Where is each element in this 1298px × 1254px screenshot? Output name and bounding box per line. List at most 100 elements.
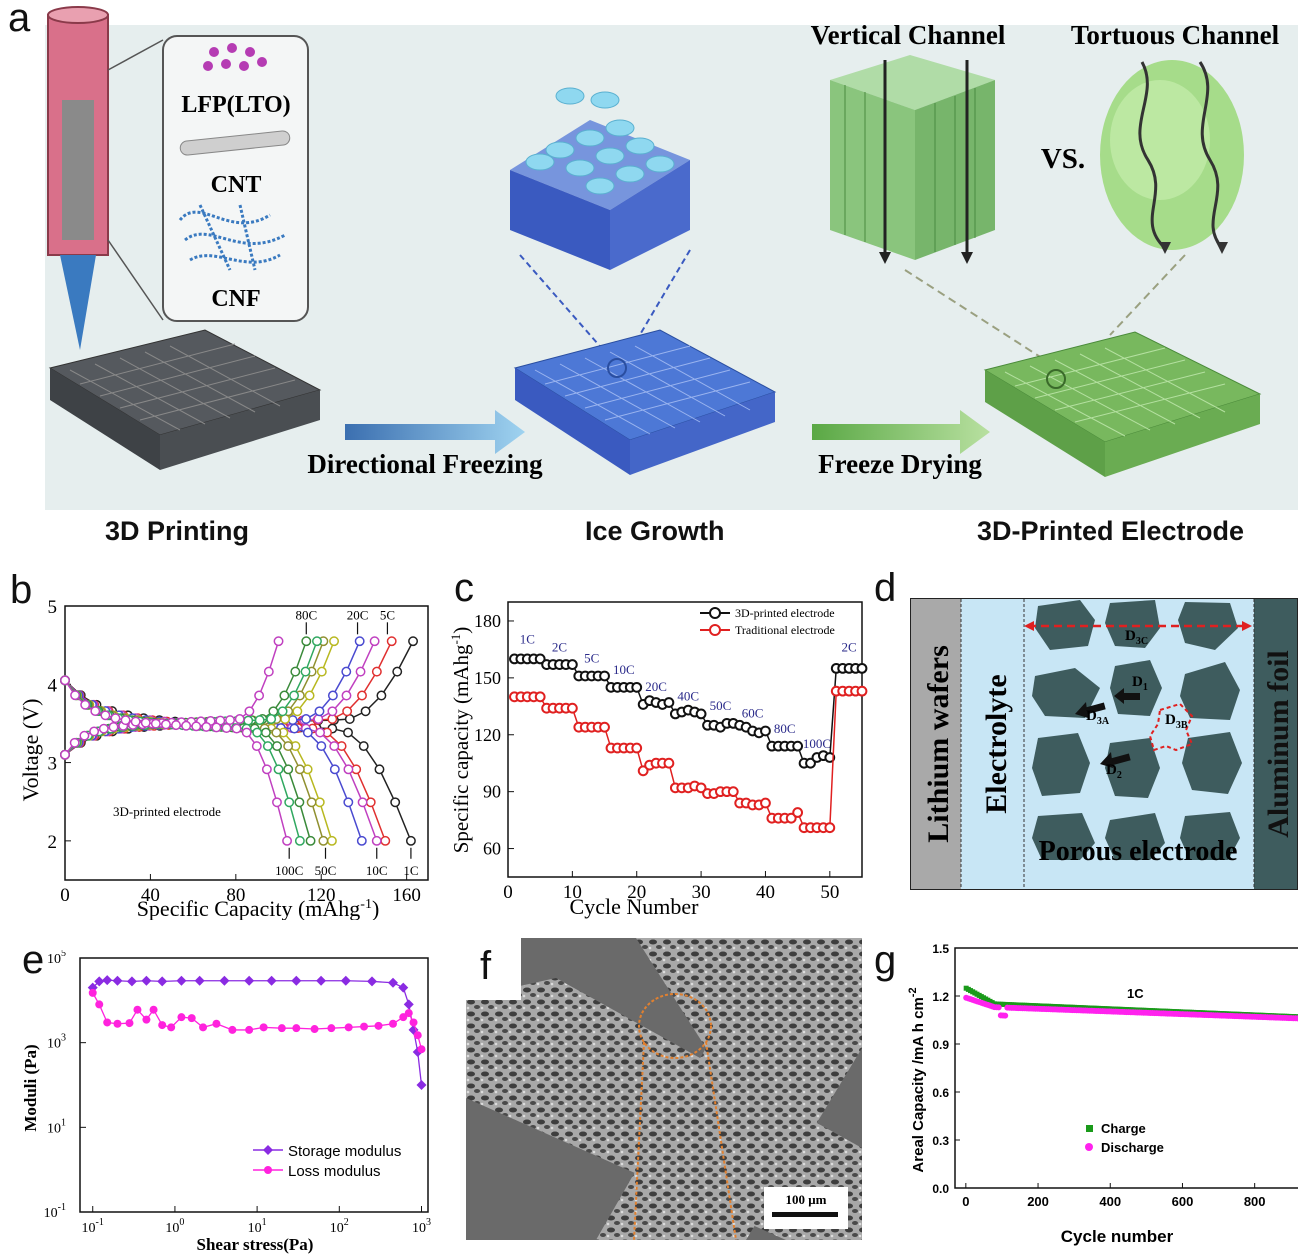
chart-b-series <box>60 636 419 846</box>
series-line <box>92 992 423 1050</box>
data-point <box>329 741 340 752</box>
data-point <box>266 975 277 986</box>
d3b-outline <box>1148 702 1194 752</box>
chart-b-ytick-label: 4 <box>48 675 58 696</box>
data-point <box>177 1013 186 1022</box>
d3a-label: D3A <box>1086 708 1110 727</box>
data-point <box>102 975 113 986</box>
data-point <box>408 636 419 647</box>
chart-c-legend: 3D-printed electrode Traditional electro… <box>700 606 835 637</box>
chart-b-xtick-label: 40 <box>141 885 160 906</box>
material-label-cnf: CNF <box>211 286 260 312</box>
data-point <box>341 690 352 701</box>
chart-g-ytick-label: 1.2 <box>932 990 949 1004</box>
data-point <box>534 691 546 703</box>
data-point <box>300 666 311 677</box>
chart-c-ytick-label: 60 <box>483 839 501 859</box>
data-point <box>103 1018 112 1027</box>
materials-box <box>107 35 309 322</box>
chart-c-xlabel: Cycle Number <box>570 894 700 919</box>
data-point <box>599 670 610 682</box>
data-point <box>416 1080 427 1090</box>
data-point <box>566 702 578 714</box>
chart-g-xlabel: Cycle number <box>1061 1227 1174 1246</box>
chart-g-ylabel: Areal Capacity /mA h cm-2 <box>907 987 927 1172</box>
data-point <box>126 976 137 987</box>
aluminum-foil-region <box>1254 599 1297 889</box>
data-point <box>244 975 255 986</box>
data-point <box>221 723 232 733</box>
legend-marker-3d <box>709 607 721 619</box>
versus-label: VS. <box>1041 143 1085 175</box>
chart-e-moduli: 10-1 100 101 102 103 10-1 101 103 105 Shear stre… <box>21 950 431 1254</box>
data-point <box>380 835 391 846</box>
d3b-label: D3B <box>1165 712 1188 731</box>
data-point <box>340 975 351 986</box>
chart-g-xtick-label: 800 <box>1244 1194 1266 1209</box>
series-line-80C <box>64 640 318 756</box>
zoom-line-right <box>1109 254 1186 336</box>
chart-c-xtick-label: 30 <box>692 882 711 903</box>
data-point <box>95 1000 104 1009</box>
data-point <box>125 1019 134 1028</box>
data-point <box>305 835 316 846</box>
arrow-freeze-drying <box>812 410 990 454</box>
data-point <box>291 975 302 986</box>
data-point <box>374 1021 383 1030</box>
ice-columns <box>510 87 691 361</box>
data-point <box>390 797 401 808</box>
data-point <box>292 1024 301 1033</box>
data-point <box>367 976 378 987</box>
data-point <box>262 741 273 752</box>
data-point <box>80 699 91 710</box>
data-point <box>413 1031 422 1040</box>
chart-e-xlabel: Shear stress(Pa) <box>197 1235 314 1254</box>
stage-label-printing: 3D Printing <box>105 516 250 546</box>
chart-g-ytick-label: 0.0 <box>932 1182 949 1196</box>
data-point <box>294 797 305 808</box>
chart-b-axes: 0 40 80 120 160 2 3 4 5 80C 20C 5C 100C 50C 10C 1C <box>48 597 429 906</box>
step-label-drying: Freeze Drying <box>818 449 982 479</box>
data-point <box>112 975 123 986</box>
data-point <box>94 976 105 987</box>
data-point <box>241 727 252 738</box>
panel-d-schematic: D3C D1 D3A D3B D2 Lithium wafers Electro… <box>910 598 1298 890</box>
data-point <box>88 988 97 997</box>
rate-label: 100C <box>803 736 831 751</box>
region-label-lithium: Lithium wafers <box>922 645 955 843</box>
data-point <box>259 1023 268 1032</box>
data-point <box>194 975 205 986</box>
chart-b-ytick-label: 2 <box>48 832 58 853</box>
step-label-freezing: Directional Freezing <box>307 449 543 479</box>
data-point <box>301 636 312 647</box>
data-point <box>312 636 322 647</box>
chart-c-xtick-label: 40 <box>756 882 775 903</box>
data-point <box>360 1022 369 1031</box>
data-point <box>329 636 339 647</box>
rate-label: 20C <box>645 679 667 694</box>
data-point <box>637 765 649 777</box>
data-point <box>243 715 254 726</box>
data-point <box>360 706 371 717</box>
chart-e-ytick-label: 10-1 <box>44 1202 66 1221</box>
arrow-directional-freezing <box>345 410 525 454</box>
data-point <box>355 666 366 677</box>
chart-b-annotation: 3D-printed electrode <box>113 804 221 819</box>
legend-label-loss: Loss modulus <box>288 1163 381 1180</box>
data-point <box>326 835 337 846</box>
rate-label: 50C <box>710 698 732 713</box>
data-point <box>387 977 398 988</box>
chart-e-xtick-label: 102 <box>330 1217 349 1236</box>
chart-c-series <box>509 653 868 834</box>
rate-label: 2C <box>552 639 567 654</box>
data-point <box>133 1005 142 1014</box>
rate-label: 1C <box>520 632 535 647</box>
data-point <box>760 797 771 809</box>
ice-lattice-blue <box>513 329 777 475</box>
material-label-cnt: CNT <box>211 172 262 198</box>
rate-label-top: 5C <box>380 607 395 622</box>
data-point <box>254 690 265 701</box>
legend-label-3d: 3D-printed electrode <box>735 606 835 620</box>
chart-b-ytick-label: 3 <box>48 754 58 775</box>
legend-marker-storage <box>263 1145 273 1155</box>
